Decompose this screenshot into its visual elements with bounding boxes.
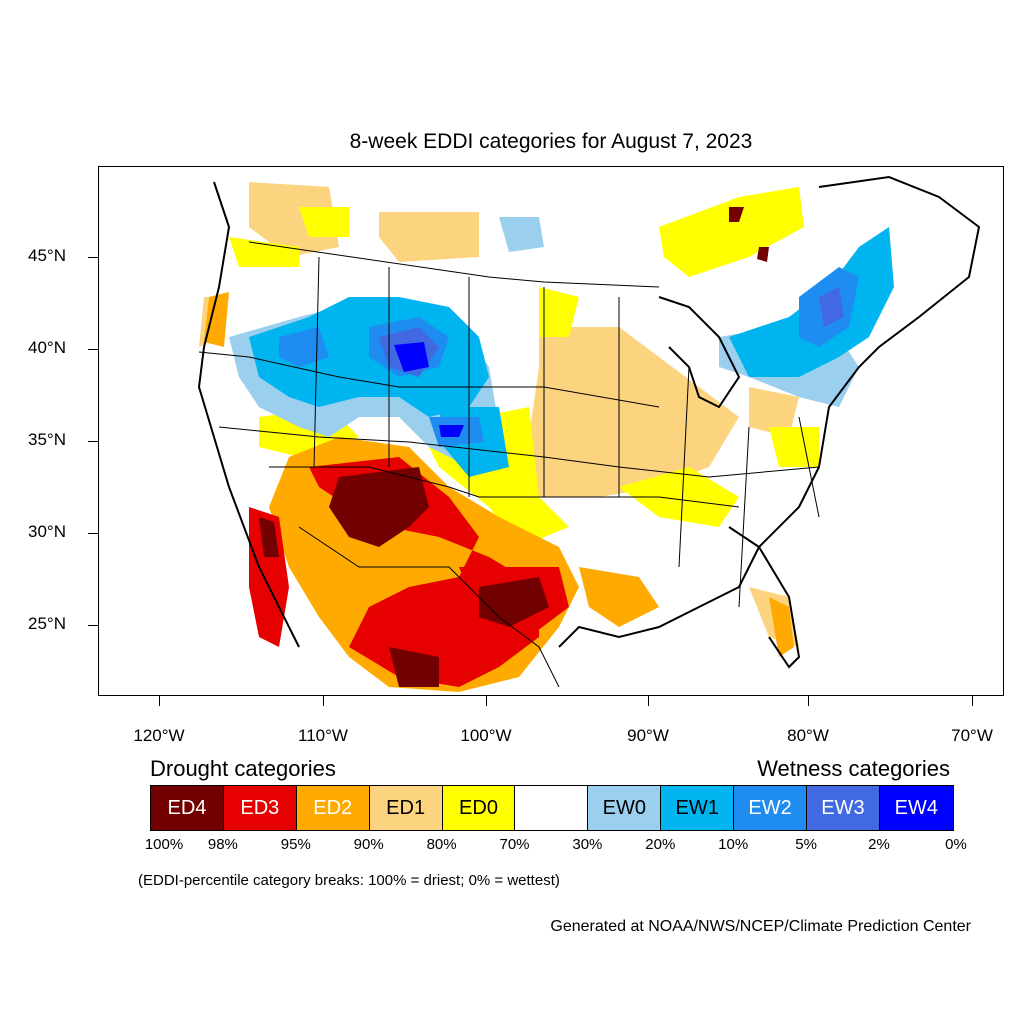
percentile-label: 5%	[795, 836, 817, 853]
lon-tick	[159, 696, 160, 706]
legend-cell-ew2: EW2	[734, 786, 808, 830]
percentile-label: 70%	[499, 836, 530, 853]
lon-tick	[323, 696, 324, 706]
percentile-label: 2%	[868, 836, 890, 853]
credit-line: Generated at NOAA/NWS/NCEP/Climate Predi…	[550, 918, 971, 935]
lat-tick	[88, 349, 98, 350]
lat-label-35: 35°N	[28, 430, 66, 449]
lat-label-30: 30°N	[28, 522, 66, 541]
legend-cell-ew4: EW4	[879, 786, 953, 830]
coastlines	[197, 175, 981, 669]
legend-cell-ew3: EW3	[807, 786, 880, 830]
legend-cell-ed3: ED3	[223, 786, 297, 830]
lat-tick	[88, 441, 98, 442]
wetness-heading: Wetness categories	[757, 756, 950, 781]
percentile-label: 98%	[207, 836, 238, 853]
ed4-regions	[259, 207, 769, 687]
lon-label-70w: 70°W	[951, 726, 993, 745]
legend-cell-ew0: EW0	[588, 786, 662, 830]
lon-tick	[648, 696, 649, 706]
lat-tick	[88, 257, 98, 258]
lon-tick	[808, 696, 809, 706]
eddi-map-svg	[197, 175, 981, 692]
map-title: 8-week EDDI categories for August 7, 202…	[349, 130, 753, 153]
lat-label-40: 40°N	[28, 338, 66, 357]
percentile-label: 30%	[572, 836, 603, 853]
percentile-label: 100%	[144, 836, 184, 853]
ew4-regions	[394, 342, 464, 437]
percentile-label: 20%	[645, 836, 676, 853]
legend-cell-ed2: ED2	[296, 786, 370, 830]
legend-cell-ed0: ED0	[442, 786, 516, 830]
lon-tick	[486, 696, 487, 706]
legend-cell-ed4: ED4	[151, 786, 224, 830]
lon-label-110w: 110°W	[298, 726, 348, 745]
lon-label-120w: 120°W	[133, 726, 185, 745]
lat-label-25: 25°N	[28, 614, 66, 633]
percentile-label: 0%	[945, 836, 967, 853]
lat-tick	[88, 533, 98, 534]
political-boundaries	[198, 241, 820, 688]
lat-label-45: 45°N	[28, 246, 66, 265]
percentile-label: 90%	[353, 836, 384, 853]
legend-cell-ed1: ED1	[369, 786, 443, 830]
lon-label-90w: 90°W	[627, 726, 669, 745]
category-note: (EDDI-percentile category breaks: 100% =…	[138, 872, 560, 889]
percentile-label: 95%	[280, 836, 311, 853]
percentile-label: 10%	[718, 836, 749, 853]
lon-label-80w: 80°W	[787, 726, 829, 745]
category-legend: ED4 ED3 ED2 ED1 ED0 EW0 EW1 EW2 EW3 EW4	[150, 785, 954, 831]
lon-label-100w: 100°W	[460, 726, 512, 745]
lat-tick	[88, 625, 98, 626]
percentile-label: 80%	[426, 836, 457, 853]
lon-tick	[972, 696, 973, 706]
legend-cell-neutral	[515, 786, 589, 830]
eddi-map	[98, 166, 1004, 696]
drought-heading: Drought categories	[150, 756, 336, 781]
legend-cell-ew1: EW1	[661, 786, 735, 830]
ed0-regions	[229, 187, 819, 547]
